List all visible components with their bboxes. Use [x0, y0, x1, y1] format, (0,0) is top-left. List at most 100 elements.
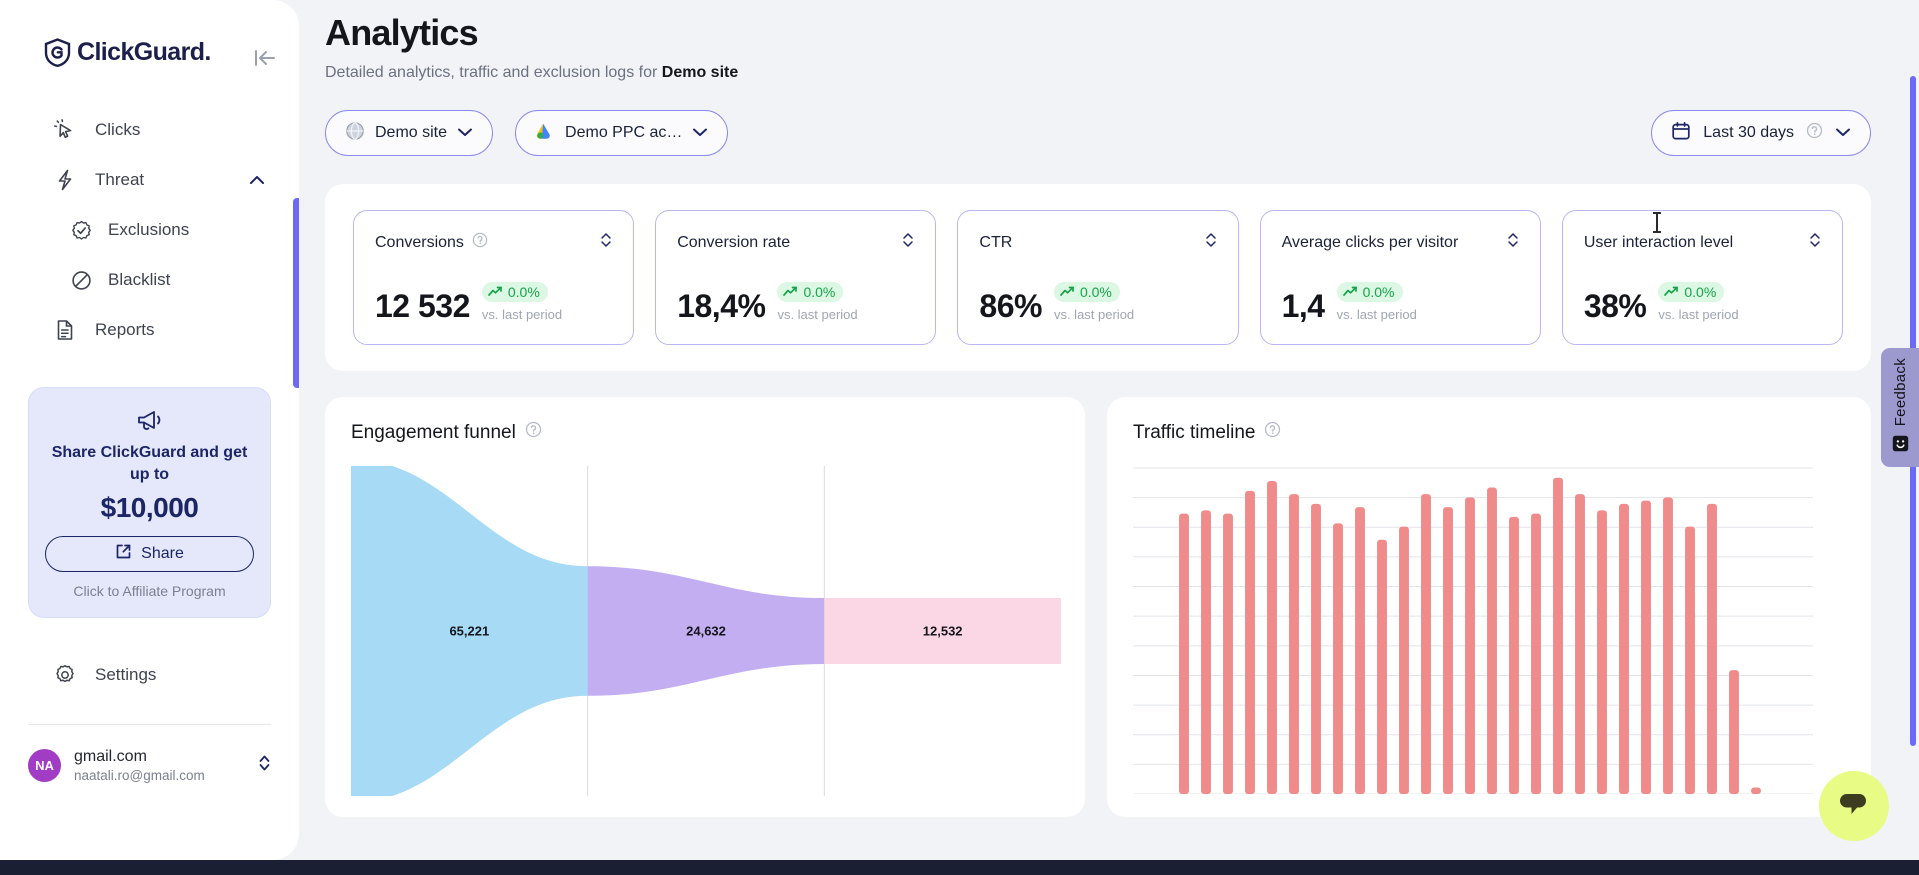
trend-up-icon — [1060, 284, 1075, 300]
timeline-bar[interactable] — [1663, 497, 1673, 794]
timeline-bar[interactable] — [1179, 513, 1189, 794]
sidebar-item-clicks[interactable]: Clicks — [0, 105, 299, 155]
sort-updown-icon[interactable] — [1809, 231, 1821, 254]
kpi-comparison-label: vs. last period — [1053, 307, 1135, 322]
kpi-card-ctr[interactable]: CTR 86% — [957, 210, 1239, 345]
trend-up-icon — [1664, 284, 1679, 300]
date-range-picker[interactable]: Last 30 days — [1651, 110, 1871, 156]
funnel-value-label: 24,632 — [686, 623, 726, 639]
funnel-value-label: 65,221 — [449, 623, 490, 639]
calendar-icon — [1671, 121, 1691, 146]
active-section-indicator — [293, 198, 299, 388]
smiley-face-icon — [1892, 435, 1909, 457]
page-subtitle-text: Detailed analytics, traffic and exclusio… — [325, 64, 662, 81]
logo-text: ClickGuard — [77, 38, 205, 66]
timeline-bar[interactable] — [1531, 513, 1541, 794]
sort-updown-icon[interactable] — [1507, 231, 1519, 254]
kpi-card-conversions[interactable]: Conversions — [353, 210, 635, 345]
account-switcher[interactable]: NA gmail.com naatali.ro@gmail.com — [28, 747, 271, 785]
shield-g-icon — [44, 38, 71, 68]
status-badge: 0.0% — [777, 282, 844, 302]
sidebar-item-settings[interactable]: Settings — [0, 652, 299, 698]
site-filter-label: Demo site — [375, 124, 448, 141]
kpi-delta: 0.0% — [803, 284, 836, 300]
timeline-bar[interactable] — [1575, 494, 1585, 794]
kpi-delta: 0.0% — [1362, 284, 1395, 300]
chevron-up-icon[interactable] — [249, 170, 265, 190]
timeline-bar[interactable] — [1201, 510, 1211, 794]
timeline-bar[interactable] — [1245, 490, 1255, 794]
sidebar-item-label: Reports — [95, 320, 155, 339]
engagement-funnel-card: Engagement funnel 65,221 24,632 12,532 — [325, 397, 1085, 817]
status-badge: 0.0% — [1658, 282, 1725, 302]
funnel-value-label: 12,532 — [922, 623, 963, 639]
sort-updown-icon[interactable] — [1205, 231, 1217, 254]
help-icon[interactable] — [1264, 421, 1281, 444]
help-icon[interactable] — [472, 232, 488, 253]
lightning-bolt-icon — [52, 169, 78, 191]
timeline-bar[interactable] — [1223, 513, 1233, 794]
sidebar-item-blacklist[interactable]: Blacklist — [0, 255, 299, 305]
check-badge-icon — [68, 220, 94, 241]
timeline-bar[interactable] — [1333, 523, 1343, 794]
sidebar-item-reports[interactable]: Reports — [0, 305, 299, 355]
sort-updown-icon[interactable] — [600, 231, 612, 254]
kpi-comparison-label: vs. last period — [481, 307, 563, 322]
sidebar-item-exclusions[interactable]: Exclusions — [0, 205, 299, 255]
ppc-account-filter[interactable]: Demo PPC ac… — [515, 110, 729, 156]
timeline-bar[interactable] — [1267, 481, 1277, 794]
help-icon[interactable] — [1806, 122, 1823, 144]
timeline-bar[interactable] — [1443, 507, 1453, 794]
trend-up-icon — [488, 284, 503, 300]
kpi-card-user-interaction-level[interactable]: User interaction level 38% — [1561, 210, 1844, 345]
kpi-value: 12 532 — [375, 288, 470, 324]
timeline-bar[interactable] — [1355, 507, 1365, 794]
timeline-bar[interactable] — [1377, 539, 1387, 794]
kpi-card-conversion-rate[interactable]: Conversion rate 18,4% — [655, 210, 937, 345]
collapse-sidebar-button[interactable] — [252, 46, 278, 72]
timeline-bar[interactable] — [1289, 494, 1299, 794]
timeline-bar[interactable] — [1751, 787, 1761, 794]
timeline-bar[interactable] — [1421, 494, 1431, 794]
feedback-tab[interactable]: Feedback — [1881, 348, 1919, 467]
timeline-bar[interactable] — [1685, 526, 1695, 794]
sort-updown-icon[interactable] — [902, 231, 914, 254]
date-range-label: Last 30 days — [1703, 124, 1794, 141]
cursor-click-icon — [52, 119, 78, 141]
gear-icon — [52, 664, 78, 686]
timeline-bar[interactable] — [1729, 670, 1739, 794]
timeline-bar[interactable] — [1399, 526, 1409, 794]
timeline-svg — [1133, 467, 1813, 795]
promo-amount: $10,000 — [100, 492, 199, 524]
timeline-bar[interactable] — [1465, 497, 1475, 794]
chat-bubble-icon — [1837, 790, 1871, 823]
timeline-bar[interactable] — [1597, 510, 1607, 794]
account-email: naatali.ro@gmail.com — [74, 768, 205, 784]
timeline-bar[interactable] — [1707, 503, 1717, 794]
card-title-text: Engagement funnel — [351, 421, 516, 443]
sidebar-item-label: Blacklist — [108, 270, 171, 289]
page-title: Analytics — [325, 12, 479, 53]
timeline-bar[interactable] — [1641, 500, 1651, 794]
chat-button[interactable] — [1819, 771, 1889, 841]
chevron-down-icon — [1835, 124, 1851, 142]
chevron-updown-icon[interactable] — [258, 753, 271, 778]
timeline-bar[interactable] — [1553, 477, 1563, 794]
timeline-bar[interactable] — [1509, 516, 1519, 794]
help-icon[interactable] — [525, 421, 542, 444]
kpi-card-average-clicks-per-visitor[interactable]: Average clicks per visitor 1,4 — [1259, 210, 1541, 345]
megaphone-icon — [45, 408, 254, 434]
account-name: gmail.com — [74, 748, 147, 766]
kpi-value: 86% — [979, 288, 1042, 324]
timeline-bar[interactable] — [1311, 503, 1321, 794]
sidebar-divider — [28, 724, 271, 726]
sidebar-item-threat[interactable]: Threat — [0, 155, 299, 205]
site-filter[interactable]: Demo site — [325, 110, 494, 156]
share-button[interactable]: Share — [45, 536, 254, 573]
timeline-bar[interactable] — [1619, 503, 1629, 794]
globe-icon — [345, 121, 365, 146]
trend-up-icon — [783, 284, 798, 300]
promo-title: Share ClickGuard and get up to — [51, 444, 248, 483]
timeline-bar[interactable] — [1487, 487, 1497, 794]
logo[interactable]: ClickGuard . — [0, 0, 299, 68]
